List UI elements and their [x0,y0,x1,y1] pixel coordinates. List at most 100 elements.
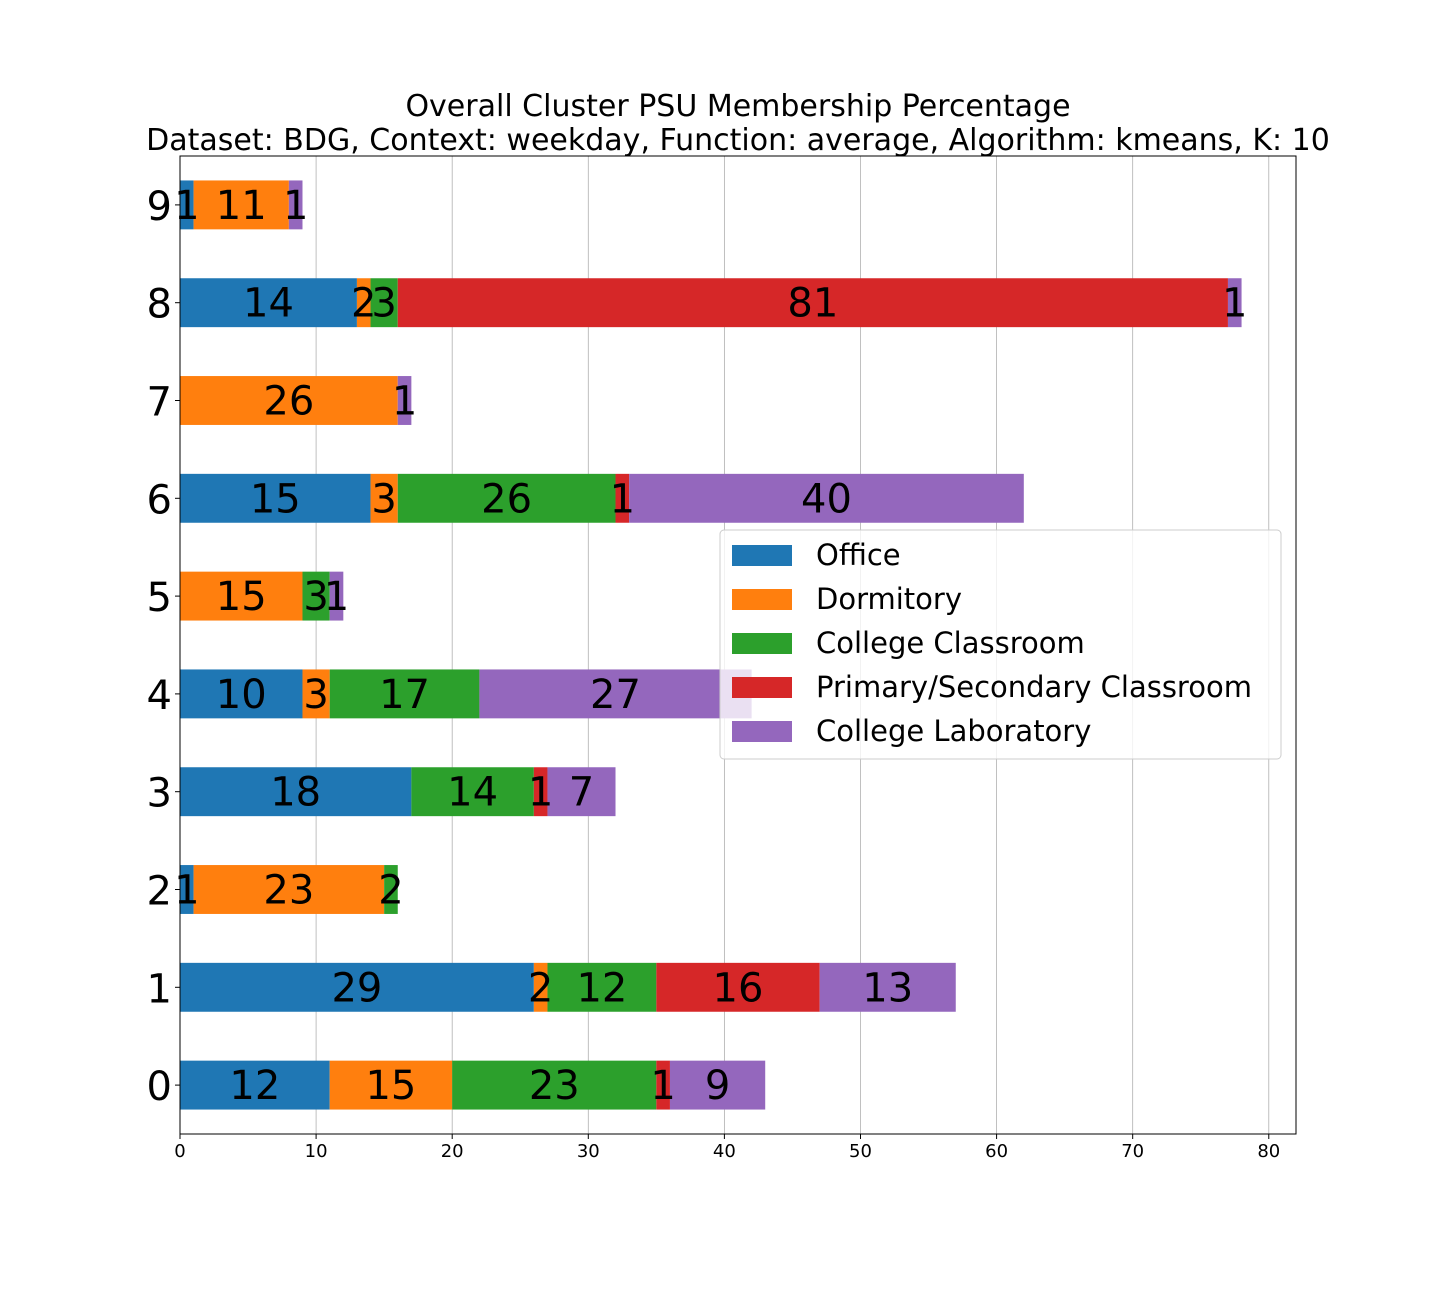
data-label: 26 [263,379,314,425]
data-label: 1 [650,1063,675,1109]
data-label: 16 [713,965,764,1011]
bar-segment [669,1060,766,1110]
data-label: 26 [481,476,532,522]
data-label: 2 [378,868,403,914]
y-tick-label: 6 [147,477,172,523]
data-label: 29 [331,965,382,1011]
y-axis-ticks: 0 1 2 3 4 5 6 7 8 9 [147,184,180,1110]
legend-label: Office [816,538,901,572]
bar-segment [397,278,1228,328]
data-label: 18 [270,770,321,816]
x-tick-label: 80 [1257,1141,1280,1162]
data-label: 14 [243,281,294,327]
legend-swatch [732,633,792,654]
bar-segment [452,1060,657,1110]
bar-segment [302,571,330,621]
bar-segment [370,278,398,328]
x-tick-label: 40 [713,1141,736,1162]
bar-segment [329,669,480,719]
bar-segment [615,473,630,523]
bar-segment [180,180,194,230]
data-label: 10 [216,672,267,718]
y-tick-label: 0 [147,1064,172,1110]
x-tick-label: 30 [577,1141,600,1162]
data-label: 9 [705,1063,730,1109]
legend-label: College Classroom [816,626,1085,660]
bar-segment [370,473,398,523]
data-label: 17 [379,672,430,718]
y-tick-label: 1 [147,966,172,1012]
data-label: 1 [174,868,199,914]
x-tick-label: 60 [985,1141,1008,1162]
plot-frame [179,155,1297,1135]
bar-segment [629,473,1024,523]
bars [180,180,1242,1110]
bar-segment [288,180,303,230]
bar-segment [302,669,330,719]
bar-segment [411,767,534,817]
bar-segment [180,473,371,523]
data-label: 23 [263,868,314,914]
x-tick-label: 50 [849,1141,872,1162]
bar-segment [819,962,956,1012]
data-label: 1 [283,183,308,229]
y-tick-label: 7 [147,380,172,426]
y-tick-label: 9 [147,184,172,230]
data-label: 12 [576,965,627,1011]
y-tick-label: 3 [147,771,172,817]
x-tick-label: 70 [1121,1141,1144,1162]
bar-segment [180,865,194,914]
y-tick-label: 4 [147,673,172,719]
legend-frame [719,529,1282,760]
data-label: 81 [787,281,838,327]
data-label: 1 [174,183,199,229]
bar-segment [397,376,412,425]
data-label: 23 [529,1063,580,1109]
data-label: 7 [569,770,594,816]
bar-segment [356,278,371,328]
bar-segment [533,962,548,1012]
x-tick-label: 0 [174,1141,185,1162]
data-label: 15 [365,1063,416,1109]
bar-segment [329,571,344,621]
bar-segment [656,1060,670,1110]
data-label: 11 [216,183,267,229]
chart-subtitle: Dataset: BDG, Context: weekday, Function… [146,123,1330,158]
bar-segment [656,962,820,1012]
bar-segment [1227,278,1242,328]
bar-segment [180,278,357,328]
legend-swatch [732,545,792,566]
data-label: 15 [250,476,301,522]
data-label: 3 [371,476,396,522]
data-label: 27 [590,672,641,718]
bar-segment [547,962,657,1012]
bar-segment [193,180,289,230]
x-tick-label: 20 [441,1141,464,1162]
bar-segment [193,865,385,914]
bar-segment [384,865,398,914]
data-label: 15 [216,574,267,620]
legend-label: Primary/Secondary Classroom [816,670,1252,704]
data-label: 3 [371,281,396,327]
bar-segment [180,571,303,621]
bar-segment [180,376,398,425]
bar-segment [533,767,548,817]
data-label: 1 [392,379,417,425]
bar-segment [180,1060,330,1110]
x-tick-label: 10 [305,1141,328,1162]
legend-swatch [732,721,792,742]
data-label: 40 [801,476,852,522]
legend-label: Dormitory [816,582,962,616]
legend-swatch [732,677,792,698]
legend-swatch [732,589,792,610]
data-label: 1 [528,770,553,816]
x-axis-ticks: 0 10 20 30 40 50 60 70 80 [174,1134,1280,1162]
y-tick-label: 2 [147,869,172,915]
legend-label: College Laboratory [816,714,1091,748]
data-label: 1 [324,574,349,620]
bar-segment [547,767,616,817]
chart-title: Overall Cluster PSU Membership Percentag… [405,89,1070,124]
data-labels: 1229118101514115223315326211231221417326… [174,183,1247,1109]
data-label: 14 [447,770,498,816]
